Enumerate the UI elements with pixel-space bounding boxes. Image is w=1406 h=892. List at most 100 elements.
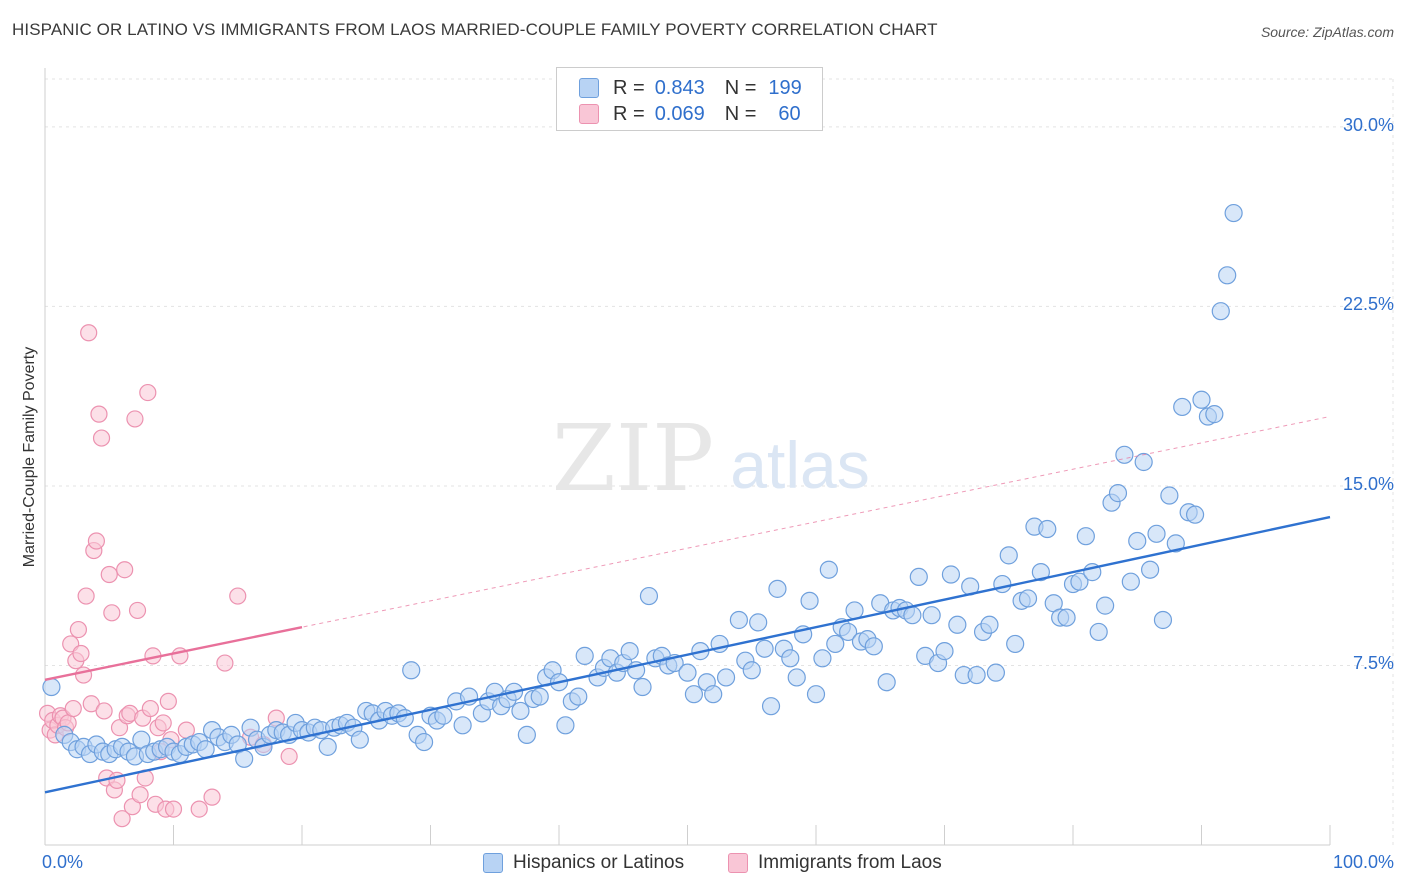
- point-hispanics: [839, 622, 858, 642]
- point-hispanics: [620, 642, 639, 661]
- point-hispanics: [1096, 596, 1115, 615]
- point-hispanics: [1038, 519, 1057, 539]
- point-hispanics: [1173, 397, 1192, 417]
- watermark-atlas: atlas: [730, 428, 869, 502]
- point-hispanics: [922, 606, 941, 625]
- point-laos: [100, 565, 118, 584]
- x-tick-label-max: 100.0%: [1332, 852, 1394, 872]
- point-hispanics: [909, 567, 928, 587]
- point-laos: [280, 747, 298, 766]
- point-hispanics: [1185, 505, 1205, 524]
- pink-swatch-icon: [579, 104, 599, 124]
- point-hispanics: [986, 663, 1006, 682]
- series-immigrants-from-laos: [38, 324, 298, 828]
- point-hispanics: [980, 615, 999, 634]
- point-hispanics: [781, 649, 800, 668]
- point-hispanics: [350, 730, 369, 749]
- point-hispanics: [1205, 405, 1224, 424]
- point-hispanics: [1057, 608, 1076, 627]
- point-hispanics: [42, 677, 61, 697]
- point-hispanics: [1160, 486, 1179, 505]
- point-hispanics: [1121, 572, 1140, 591]
- point-hispanics: [1018, 589, 1038, 608]
- y-tick-label: 15.0%: [1342, 473, 1394, 494]
- point-hispanics: [530, 687, 549, 706]
- point-hispanics: [1006, 634, 1025, 654]
- stats-legend: R = 0.843 N = 199 R = 0.069 N = 60: [556, 67, 823, 131]
- point-hispanics: [749, 613, 768, 632]
- point-laos: [80, 324, 98, 342]
- point-hispanics: [742, 661, 761, 680]
- point-hispanics: [1108, 484, 1128, 503]
- point-hispanics: [877, 673, 896, 692]
- point-hispanics: [755, 639, 774, 658]
- trendline-hispanics: [44, 515, 1331, 794]
- point-laos: [82, 695, 100, 713]
- point-hispanics: [864, 637, 883, 656]
- point-hispanics: [1134, 452, 1153, 472]
- point-hispanics: [196, 740, 215, 759]
- point-hispanics: [235, 749, 254, 768]
- point-laos: [159, 692, 177, 710]
- point-hispanics: [684, 685, 704, 704]
- y-tick-label: 22.5%: [1342, 294, 1394, 315]
- point-hispanics: [395, 709, 414, 728]
- point-hispanics: [517, 725, 536, 744]
- point-hispanics: [1089, 622, 1108, 642]
- point-laos: [154, 714, 172, 732]
- point-hispanics: [1166, 534, 1185, 553]
- point-hispanics: [414, 732, 434, 752]
- legend-item-laos[interactable]: Immigrants from Laos: [728, 852, 942, 874]
- point-hispanics: [948, 615, 967, 634]
- pink-swatch-icon: [728, 853, 748, 873]
- n-value-laos: 60: [778, 102, 801, 125]
- point-hispanics: [569, 687, 588, 706]
- point-hispanics: [575, 646, 594, 665]
- point-hispanics: [1140, 560, 1160, 579]
- point-laos: [116, 561, 134, 579]
- legend-row-laos: R = 0.069 N = 60: [579, 102, 801, 126]
- point-hispanics: [1128, 531, 1147, 551]
- point-laos: [110, 719, 129, 737]
- n-label: N =: [724, 102, 757, 125]
- n-label: N =: [724, 76, 757, 99]
- point-hispanics: [729, 610, 749, 630]
- x-tick-label-min: 0.0%: [42, 852, 84, 872]
- point-hispanics: [556, 716, 575, 735]
- point-laos: [141, 699, 159, 718]
- point-hispanics: [678, 663, 697, 682]
- point-laos: [90, 405, 108, 423]
- point-laos: [139, 383, 157, 402]
- point-hispanics: [941, 565, 961, 584]
- y-tick-label: 30.0%: [1342, 114, 1394, 135]
- point-laos: [92, 429, 111, 447]
- legend-label-laos: Immigrants from Laos: [758, 852, 942, 873]
- point-laos: [123, 798, 141, 816]
- point-hispanics: [1147, 524, 1166, 543]
- r-label: R =: [613, 76, 645, 99]
- point-hispanics: [999, 546, 1018, 565]
- point-hispanics: [716, 668, 736, 687]
- point-hispanics: [402, 661, 421, 680]
- point-laos: [216, 654, 234, 672]
- legend-item-hispanics[interactable]: Hispanics or Latinos: [483, 852, 684, 874]
- chart-source: Source: ZipAtlas.com: [1260, 24, 1394, 40]
- point-hispanics: [761, 697, 781, 716]
- r-label: R =: [613, 102, 645, 125]
- point-laos: [203, 788, 221, 806]
- axes: [44, 68, 1331, 846]
- legend-row-hispanics: R = 0.843 N = 199: [579, 76, 802, 100]
- r-value-laos: 0.069: [654, 102, 705, 125]
- point-hispanics: [800, 591, 819, 610]
- point-laos: [69, 620, 88, 639]
- watermark: ZIP atlas: [552, 405, 870, 512]
- point-hispanics: [1224, 203, 1243, 223]
- point-hispanics: [1192, 390, 1211, 409]
- blue-swatch-icon: [579, 78, 599, 98]
- point-laos: [72, 644, 90, 663]
- point-hispanics: [993, 574, 1012, 594]
- trendline-laos: [44, 625, 303, 682]
- point-laos: [229, 587, 247, 605]
- point-laos: [87, 532, 106, 550]
- point-laos: [64, 699, 82, 718]
